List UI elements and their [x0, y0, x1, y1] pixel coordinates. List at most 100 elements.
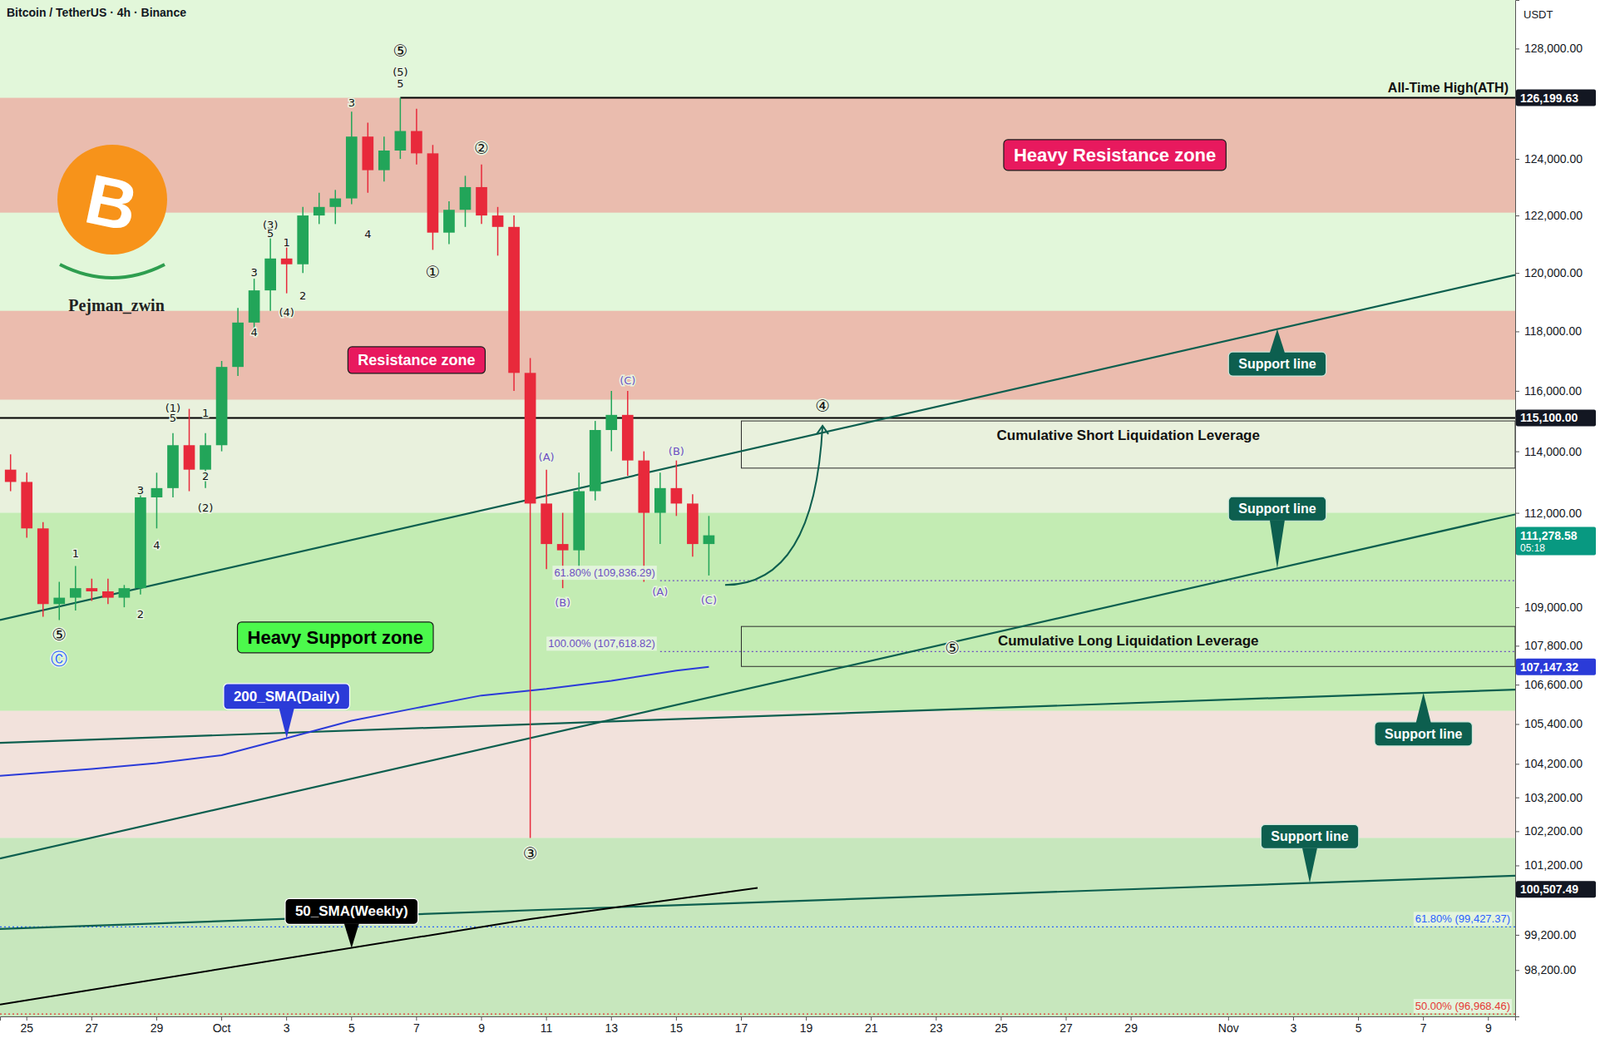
- candle-body: [296, 215, 309, 265]
- zone-label-box: [347, 346, 485, 374]
- x-tick-label: 19: [800, 1021, 814, 1035]
- fib-label: 100.00% (107,618.82): [548, 637, 656, 650]
- x-tick: 29: [150, 1016, 164, 1035]
- x-tick-mark: [1358, 1016, 1359, 1021]
- x-tick-label: 7: [413, 1021, 420, 1035]
- x-tick-mark: [1422, 1016, 1424, 1021]
- x-tick: 7: [1420, 1016, 1428, 1035]
- x-tick-mark: [740, 1016, 742, 1021]
- candle-body: [102, 591, 114, 598]
- logo-text: Pejman_zwin: [68, 296, 165, 316]
- zone-label-box: [1003, 139, 1226, 171]
- candle-wick: [156, 472, 159, 529]
- y-tick: 98,200.00: [1515, 962, 1576, 977]
- wave-label: ③: [523, 843, 539, 864]
- price-tag-text: 100,507.49: [1520, 882, 1579, 896]
- price-tag: 107,147.32: [1516, 658, 1596, 676]
- x-tick: 15: [670, 1016, 684, 1035]
- indicator-callout-text: 200_SMA(Daily): [233, 688, 341, 705]
- fib-line: [0, 1012, 1516, 1014]
- candle-body: [492, 215, 504, 228]
- candle-wick: [335, 189, 337, 224]
- candle-wick: [497, 207, 499, 257]
- zone-label-box: [237, 622, 434, 653]
- price-tag: 100,507.49: [1516, 880, 1596, 898]
- fib-label: 61.80% (99,427.37): [1415, 912, 1511, 925]
- zone-label: Heavy Support zone: [237, 622, 434, 653]
- support-callout-box: [1374, 721, 1472, 746]
- y-tick-label: 120,000.00: [1524, 266, 1583, 280]
- x-tick-label: 5: [348, 1021, 356, 1035]
- y-tick-label: 112,000.00: [1524, 506, 1582, 520]
- y-tick-mark: [1515, 763, 1520, 765]
- plot-background: [0, 0, 1516, 1017]
- wave-label: (5): [392, 65, 408, 79]
- liquidation-label: Cumulative Long Liquidation Leverage: [997, 632, 1260, 649]
- indicator-callout-pointer: [279, 708, 295, 739]
- indicator-line: [0, 666, 709, 776]
- arrow-head: [816, 425, 829, 435]
- liquidation-label: Cumulative Short Liquidation Leverage: [997, 427, 1260, 444]
- fib-label: 50.00% (96,968.46): [1415, 999, 1511, 1013]
- y-tick: 99,200.00: [1515, 928, 1576, 942]
- candle-body: [443, 209, 455, 233]
- logo: BPejman_zwin: [57, 144, 168, 316]
- candle-body: [459, 187, 472, 210]
- logo-swoosh: [59, 264, 165, 278]
- wave-label: (C): [701, 593, 717, 607]
- candle-body: [572, 491, 585, 551]
- x-tick-mark: [676, 1016, 677, 1021]
- wave-label: (4): [278, 306, 294, 319]
- wave-label: 1: [202, 406, 209, 420]
- fib-label-group: 61.80% (99,427.37): [1413, 911, 1512, 926]
- y-tick-mark: [1515, 723, 1520, 725]
- x-tick: Nov: [1218, 1016, 1240, 1035]
- candle-body: [167, 444, 179, 489]
- x-tick: 23: [929, 1016, 944, 1035]
- x-tick-mark: [870, 1016, 872, 1021]
- x-tick: 27: [1059, 1016, 1073, 1035]
- x-tick-label: 27: [1059, 1021, 1073, 1035]
- wave-label: ⑤: [51, 624, 67, 645]
- candle-body: [427, 153, 440, 233]
- support-callout: Support line: [1260, 824, 1359, 883]
- price-tag: 115,100.00: [1516, 409, 1596, 426]
- price-tag-box: [1516, 880, 1596, 898]
- indicator-callout-text: 50_SMA(Weekly): [295, 903, 409, 919]
- candle-body: [37, 528, 50, 604]
- y-axis: 128,000.00124,000.00122,000.00120,000.00…: [1515, 0, 1583, 1018]
- candle-body: [703, 535, 716, 544]
- x-tick-label: 3: [283, 1021, 291, 1035]
- fib-label-patch: [546, 636, 657, 651]
- y-tick-mark: [1515, 830, 1520, 832]
- support-callout: Support line: [1374, 692, 1472, 746]
- x-tick: 9: [478, 1016, 485, 1035]
- x-tick-mark: [156, 1016, 158, 1021]
- candle-body: [378, 150, 391, 171]
- support-callout-pointer: [1302, 847, 1318, 883]
- candle-body: [199, 444, 212, 470]
- fib-label-patch: [552, 565, 657, 580]
- x-tick-label: Nov: [1218, 1021, 1240, 1035]
- fib-line: [660, 580, 1516, 582]
- wave-label: 2: [202, 469, 209, 483]
- indicator-callout-box: [285, 898, 419, 924]
- x-tick-label: 7: [1420, 1021, 1428, 1035]
- wave-label: (B): [668, 444, 685, 458]
- wave-label: (C): [619, 374, 636, 387]
- y-tick: 124,000.00: [1515, 152, 1583, 166]
- level-label: All-Time High(ATH): [1387, 80, 1509, 95]
- x-tick: 3: [283, 1016, 291, 1035]
- x-tick: 9: [1485, 1016, 1492, 1035]
- support-callout-pointer: [1416, 692, 1432, 723]
- y-tick: 101,200.00: [1515, 858, 1583, 872]
- wave-label: (A): [651, 585, 668, 598]
- indicator-callout: 50_SMA(Weekly): [285, 898, 419, 948]
- y-tick-mark: [1515, 607, 1520, 608]
- y-tick-label: 118,000.00: [1524, 324, 1582, 338]
- x-tick: 19: [800, 1016, 814, 1035]
- wave-label: 1: [72, 547, 80, 560]
- liquidation-box: [740, 626, 1516, 667]
- support-line: [0, 275, 1516, 621]
- wave-label: 1: [283, 236, 291, 249]
